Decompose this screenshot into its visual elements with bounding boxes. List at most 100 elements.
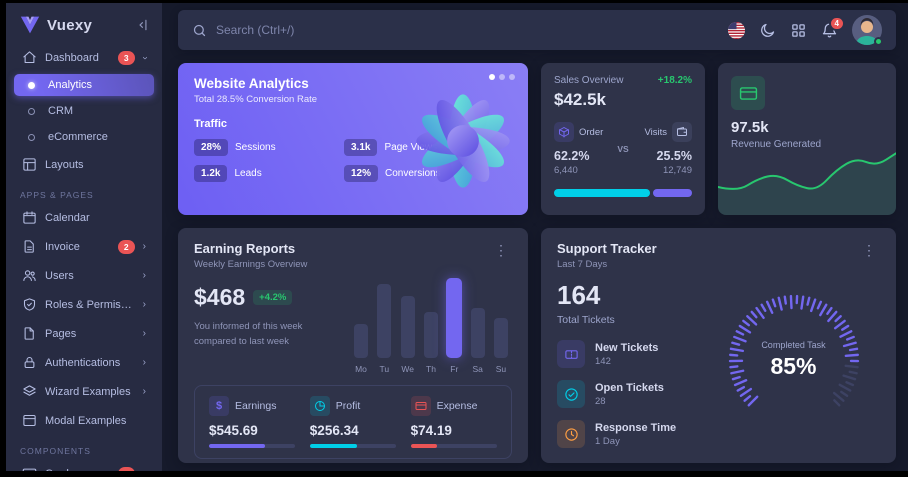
card-title: Support Tracker	[557, 241, 657, 256]
search-icon	[192, 23, 207, 38]
new-tickets-item: New Tickets 142	[557, 340, 707, 368]
order-percent: 62.2%	[554, 149, 590, 163]
shield-check-icon	[22, 297, 37, 312]
order-progress-segment	[554, 189, 650, 197]
total-tickets-label: Total Tickets	[557, 314, 615, 326]
sidebar-item-label: CRM	[48, 105, 74, 117]
sidebar-item-analytics[interactable]: Analytics	[14, 74, 154, 96]
delta-badge: +18.2%	[657, 75, 692, 86]
bar-label: Fr	[450, 364, 459, 374]
bar	[377, 284, 392, 358]
card-badge: 4	[117, 466, 135, 471]
sidebar-item-label: Users	[45, 269, 74, 282]
sidebar-item-users[interactable]: Users ›	[14, 263, 154, 288]
sidebar-item-modal-examples[interactable]: Modal Examples	[14, 408, 154, 433]
sidebar-item-dashboard[interactable]: Dashboard 3 ›	[14, 45, 154, 70]
online-status-dot	[874, 37, 883, 46]
carousel-dot[interactable]	[499, 74, 505, 80]
carousel-dot[interactable]	[489, 74, 495, 80]
revenue-generated-card: 97.5k Revenue Generated	[718, 63, 896, 215]
sidebar-item-card[interactable]: Card 4 ›	[14, 461, 154, 471]
stat-label: Conversions	[385, 168, 441, 179]
visits-percent: 25.5%	[656, 149, 692, 163]
stat-leads: 1.2k Leads	[194, 165, 344, 182]
moon-icon[interactable]	[759, 22, 776, 39]
users-icon	[22, 268, 37, 283]
check-circle-icon	[557, 380, 585, 408]
sidebar-item-label: Invoice	[45, 240, 80, 253]
sidebar-item-label: Pages	[45, 327, 77, 340]
stat-progress	[209, 444, 266, 448]
item-label: Open Tickets	[595, 381, 664, 394]
sidebar-item-label: Modal Examples	[45, 414, 127, 427]
sphere-illustration	[416, 94, 510, 188]
more-options-icon[interactable]: ⋮	[862, 242, 876, 258]
stat-label: Expense	[436, 400, 478, 412]
card-subtitle: Total 28.5% Conversion Rate	[194, 94, 318, 105]
sidebar-item-ecommerce[interactable]: eCommerce	[14, 126, 154, 148]
bar	[423, 312, 438, 358]
revenue-sparkline-chart	[718, 141, 896, 215]
sidebar-item-wizard-examples[interactable]: Wizard Examples ›	[14, 379, 154, 404]
language-flag-icon[interactable]	[728, 21, 745, 39]
carousel-dot[interactable]	[509, 74, 515, 80]
stat-conversions: 12% Conversions	[344, 165, 444, 182]
sidebar-item-layouts[interactable]: Layouts	[14, 152, 154, 177]
bell-icon[interactable]: 4	[821, 15, 845, 39]
earning-reports-card: Earning Reports Weekly Earnings Overview…	[178, 228, 528, 463]
sidebar-item-label: Card	[45, 468, 110, 472]
sidebar-item-label: Wizard Examples	[45, 385, 131, 398]
sidebar-item-label: Layouts	[45, 158, 84, 171]
support-body: 164 Total Tickets New Tickets 142	[557, 272, 880, 448]
window-icon	[22, 413, 37, 428]
brand[interactable]: Vuexy	[6, 3, 162, 43]
sidebar-item-label: Analytics	[48, 79, 93, 91]
expense-stat: Expense $74.19	[410, 396, 497, 448]
sidebar-collapse-icon[interactable]	[136, 18, 150, 32]
sidebar-item-calendar[interactable]: Calendar	[14, 205, 154, 230]
chevron-right-icon: ›	[142, 327, 146, 339]
layout-icon	[22, 157, 37, 172]
visits-column: Visits 25.5% 12,749	[635, 122, 692, 176]
stat-progress	[309, 444, 358, 448]
sidebar-item-pages[interactable]: Pages ›	[14, 321, 154, 346]
item-value: 1 Day	[595, 435, 620, 447]
search-input[interactable]	[216, 23, 456, 37]
layers-icon	[22, 384, 37, 399]
sidebar-item-roles-permissions[interactable]: Roles & Permissions ›	[14, 292, 154, 317]
stat-label: Leads	[234, 168, 262, 179]
chevron-down-icon: ›	[139, 55, 151, 60]
navbar-actions: 4	[728, 15, 883, 46]
ticket-list: New Tickets 142 Open Tickets	[557, 340, 707, 448]
pie-chart-icon	[309, 396, 330, 416]
apps-grid-icon[interactable]	[790, 22, 807, 39]
sidebar-item-label: eCommerce	[48, 131, 108, 143]
sidebar-item-authentications[interactable]: Authentications ›	[14, 350, 154, 375]
sidebar-item-crm[interactable]: CRM	[14, 100, 154, 122]
stat-value-chip: 12%	[344, 165, 379, 182]
avatar[interactable]	[852, 15, 883, 46]
bar-label: Sa	[472, 364, 483, 374]
cube-icon	[554, 122, 574, 142]
file-icon	[22, 326, 37, 341]
stat-value: $256.34	[309, 423, 359, 438]
bottom-row: Earning Reports Weekly Earnings Overview…	[178, 228, 896, 463]
lock-icon	[22, 355, 37, 370]
item-label: Response Time	[595, 421, 677, 434]
sidebar-item-invoice[interactable]: Invoice 2 ›	[14, 234, 154, 259]
clock-icon	[557, 420, 585, 448]
visits-count: 12,749	[662, 165, 692, 176]
response-time-item: Response Time 1 Day	[557, 420, 707, 448]
sales-overview-card: Sales Overview +18.2% $42.5k Order	[541, 63, 705, 215]
card-subtitle: Last 7 Days	[557, 259, 608, 270]
search[interactable]	[192, 23, 728, 38]
bar-highlighted	[446, 278, 463, 358]
earning-summary: $468 +4.2% You informed of this week com…	[194, 278, 344, 374]
delta-badge: +4.2%	[253, 290, 293, 305]
more-options-icon[interactable]: ⋮	[494, 242, 508, 258]
stat-value-chip: 1.2k	[194, 165, 228, 182]
home-icon	[22, 50, 37, 65]
bar	[354, 324, 368, 358]
ticket-summary: 164 Total Tickets New Tickets 142	[557, 272, 707, 448]
